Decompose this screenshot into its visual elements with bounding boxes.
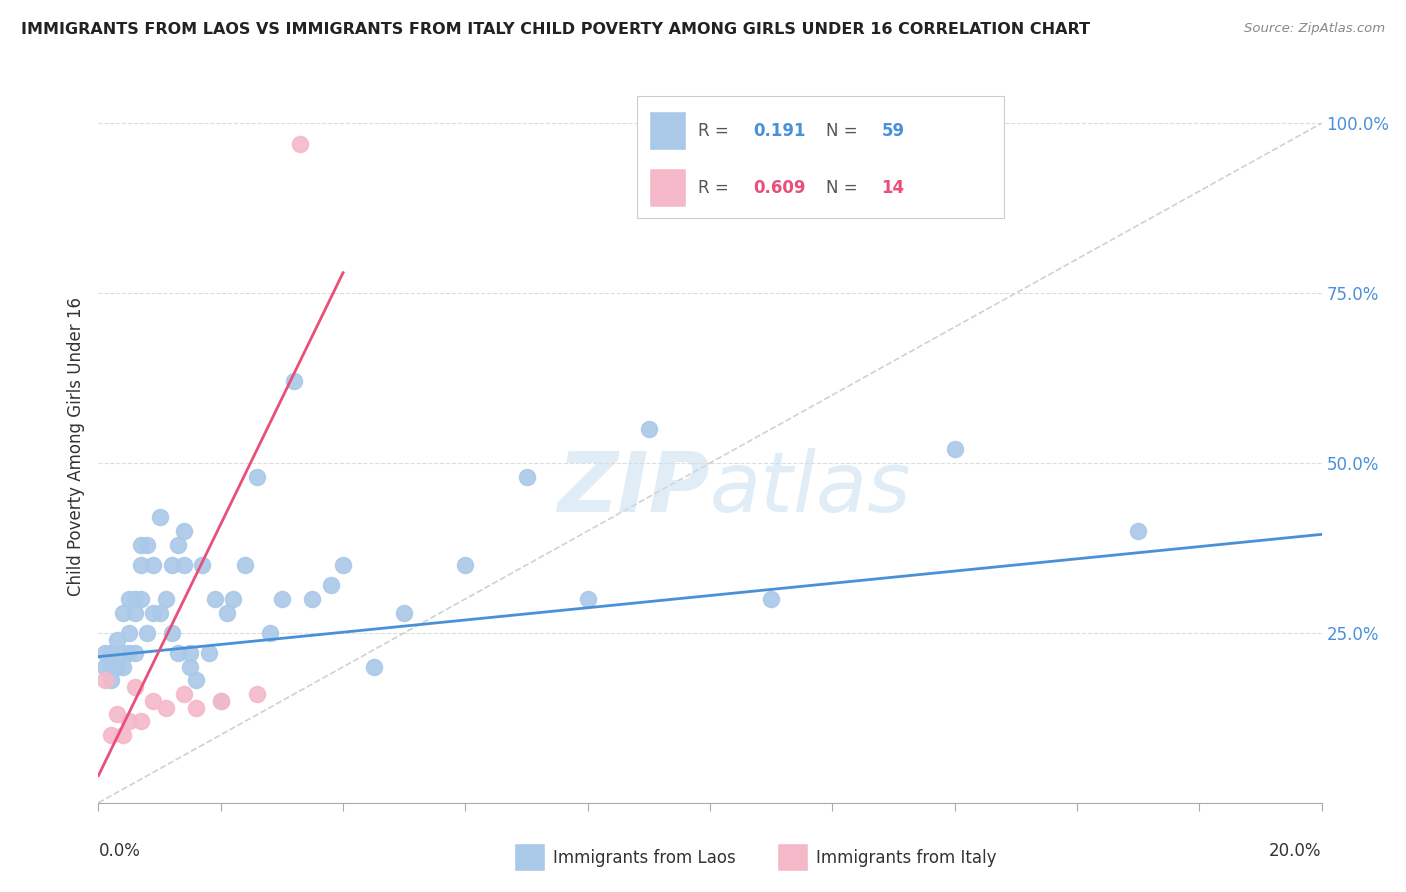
Point <box>209 694 232 708</box>
Point <box>100 673 122 688</box>
Point <box>129 558 152 572</box>
Point <box>246 469 269 483</box>
Point <box>186 700 208 714</box>
Point <box>173 687 195 701</box>
Point <box>516 469 538 483</box>
Point <box>124 591 146 606</box>
Point <box>129 537 152 551</box>
Point <box>118 646 141 660</box>
Point <box>290 136 312 151</box>
Text: Source: ZipAtlas.com: Source: ZipAtlas.com <box>1244 22 1385 36</box>
Point <box>111 606 134 620</box>
Text: IMMIGRANTS FROM LAOS VS IMMIGRANTS FROM ITALY CHILD POVERTY AMONG GIRLS UNDER 16: IMMIGRANTS FROM LAOS VS IMMIGRANTS FROM … <box>21 22 1090 37</box>
Point <box>363 660 385 674</box>
Point <box>149 510 172 524</box>
Text: 20.0%: 20.0% <box>1270 842 1322 860</box>
Point <box>270 591 292 606</box>
Bar <box>650 111 686 150</box>
Point <box>124 680 146 694</box>
Point <box>173 524 195 538</box>
Point <box>124 606 146 620</box>
Point <box>191 558 214 572</box>
Point <box>319 578 342 592</box>
Point <box>222 591 245 606</box>
Point <box>173 558 195 572</box>
Point <box>105 632 128 647</box>
Bar <box>778 844 808 871</box>
Point <box>149 606 172 620</box>
Point <box>100 728 122 742</box>
Point <box>160 558 183 572</box>
Point <box>93 673 115 688</box>
Y-axis label: Child Poverty Among Girls Under 16: Child Poverty Among Girls Under 16 <box>66 296 84 596</box>
Text: atlas: atlas <box>710 449 911 529</box>
Point <box>111 646 134 660</box>
Point <box>142 558 165 572</box>
Point <box>167 646 190 660</box>
Text: N =: N = <box>827 121 863 139</box>
Point <box>637 422 661 436</box>
Text: 14: 14 <box>882 178 904 196</box>
Point <box>215 606 238 620</box>
Point <box>943 442 966 457</box>
Point <box>197 646 219 660</box>
Point <box>186 673 208 688</box>
Text: Immigrants from Italy: Immigrants from Italy <box>817 849 997 867</box>
Point <box>105 707 128 722</box>
Point <box>93 660 115 674</box>
Point <box>129 714 152 729</box>
Text: 0.191: 0.191 <box>752 121 806 139</box>
Point <box>1128 524 1150 538</box>
Point <box>124 646 146 660</box>
Point <box>111 660 134 674</box>
Point <box>209 694 232 708</box>
Point <box>204 591 226 606</box>
Point <box>142 606 165 620</box>
Point <box>129 591 152 606</box>
Bar <box>515 844 546 871</box>
Point <box>179 660 201 674</box>
Point <box>100 660 122 674</box>
Point <box>179 646 201 660</box>
Point <box>759 591 782 606</box>
Point <box>136 626 159 640</box>
Point <box>111 728 134 742</box>
Text: R =: R = <box>697 121 734 139</box>
Point <box>93 646 115 660</box>
Point <box>301 591 323 606</box>
Text: 0.0%: 0.0% <box>98 842 141 860</box>
Bar <box>650 168 686 207</box>
Point <box>576 591 599 606</box>
Point <box>454 558 477 572</box>
Text: 59: 59 <box>882 121 904 139</box>
Point <box>332 558 354 572</box>
Point <box>160 626 183 640</box>
Point <box>246 687 269 701</box>
Point <box>118 626 141 640</box>
Point <box>155 700 177 714</box>
Point <box>136 537 159 551</box>
Text: N =: N = <box>827 178 863 196</box>
Point <box>142 694 165 708</box>
Point <box>283 375 305 389</box>
Text: Immigrants from Laos: Immigrants from Laos <box>554 849 737 867</box>
Point <box>105 660 128 674</box>
FancyBboxPatch shape <box>637 96 1004 218</box>
Text: ZIP: ZIP <box>557 449 710 529</box>
Point <box>155 591 177 606</box>
Point <box>233 558 256 572</box>
Point <box>105 660 128 674</box>
Point <box>100 646 122 660</box>
Text: R =: R = <box>697 178 734 196</box>
Point <box>118 591 141 606</box>
Point <box>259 626 281 640</box>
Point <box>118 714 141 729</box>
Point <box>392 606 416 620</box>
Point <box>167 537 190 551</box>
Text: 0.609: 0.609 <box>752 178 806 196</box>
